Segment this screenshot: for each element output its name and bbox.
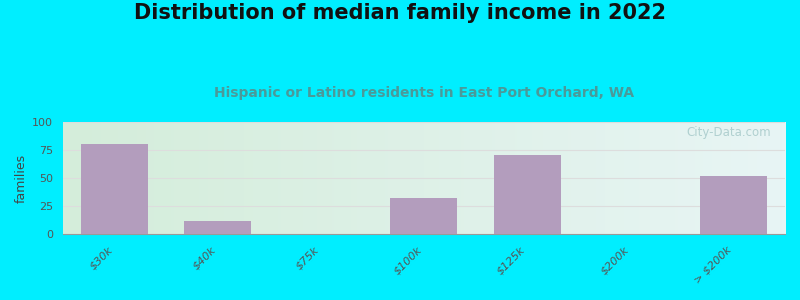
Bar: [390, 198, 458, 234]
Bar: [81, 145, 148, 234]
Text: Distribution of median family income in 2022: Distribution of median family income in …: [134, 3, 666, 23]
Bar: [184, 221, 251, 234]
Bar: [494, 154, 561, 234]
Title: Hispanic or Latino residents in East Port Orchard, WA: Hispanic or Latino residents in East Por…: [214, 86, 634, 100]
Text: City-Data.com: City-Data.com: [686, 127, 770, 140]
Y-axis label: families: families: [15, 154, 28, 203]
Bar: [700, 176, 767, 234]
